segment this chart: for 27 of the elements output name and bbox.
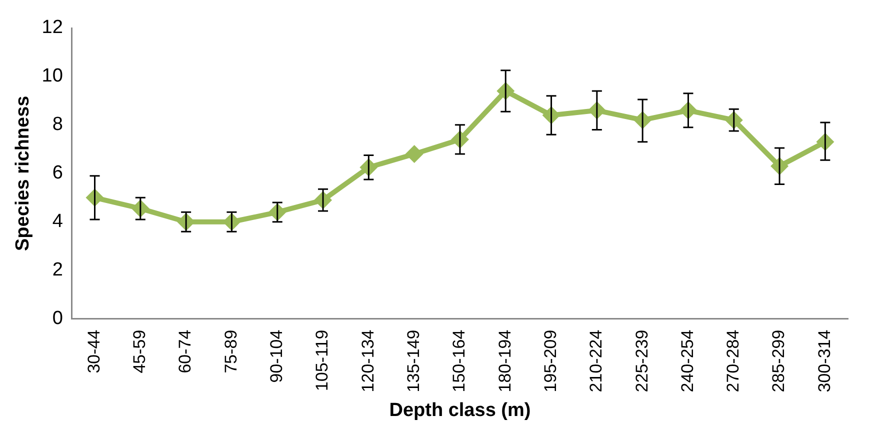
x-tick-label: 30-44 [84, 330, 104, 374]
x-tick-label: 105-119 [312, 330, 332, 391]
x-tick-label: 285-299 [769, 330, 788, 392]
point [405, 145, 424, 164]
y-tick-label: 0 [52, 308, 63, 330]
x-tick-label: 90-104 [267, 330, 286, 383]
x-tick-label: 300-314 [814, 330, 834, 392]
x-tick-label: 270-284 [724, 330, 743, 392]
x-tick-label: 75-89 [221, 330, 240, 374]
x-tick-label: 225-239 [632, 330, 652, 392]
y-axis-title: Species richness [12, 96, 34, 252]
x-tick-label: 210-224 [586, 330, 606, 392]
y-tick-label: 8 [52, 114, 63, 136]
y-tick-label: 10 [42, 66, 63, 87]
x-tick-label: 195-209 [540, 330, 560, 392]
y-tick-label: 2 [52, 260, 63, 281]
x-tick-label: 180-194 [495, 330, 514, 392]
x-tick-label: 120-134 [358, 330, 378, 392]
x-tick-label: 45-59 [130, 330, 150, 374]
x-tick-label: 135-149 [404, 330, 424, 392]
x-axis-title: Depth class (m) [389, 400, 531, 421]
x-tick-label: 240-254 [678, 330, 697, 392]
y-tick-label: 12 [42, 17, 63, 38]
x-tick-label: 60-74 [176, 330, 195, 374]
x-tick-label: 150-164 [450, 330, 469, 392]
y-tick-label: 6 [52, 162, 63, 184]
y-tick-label: 4 [52, 211, 64, 232]
